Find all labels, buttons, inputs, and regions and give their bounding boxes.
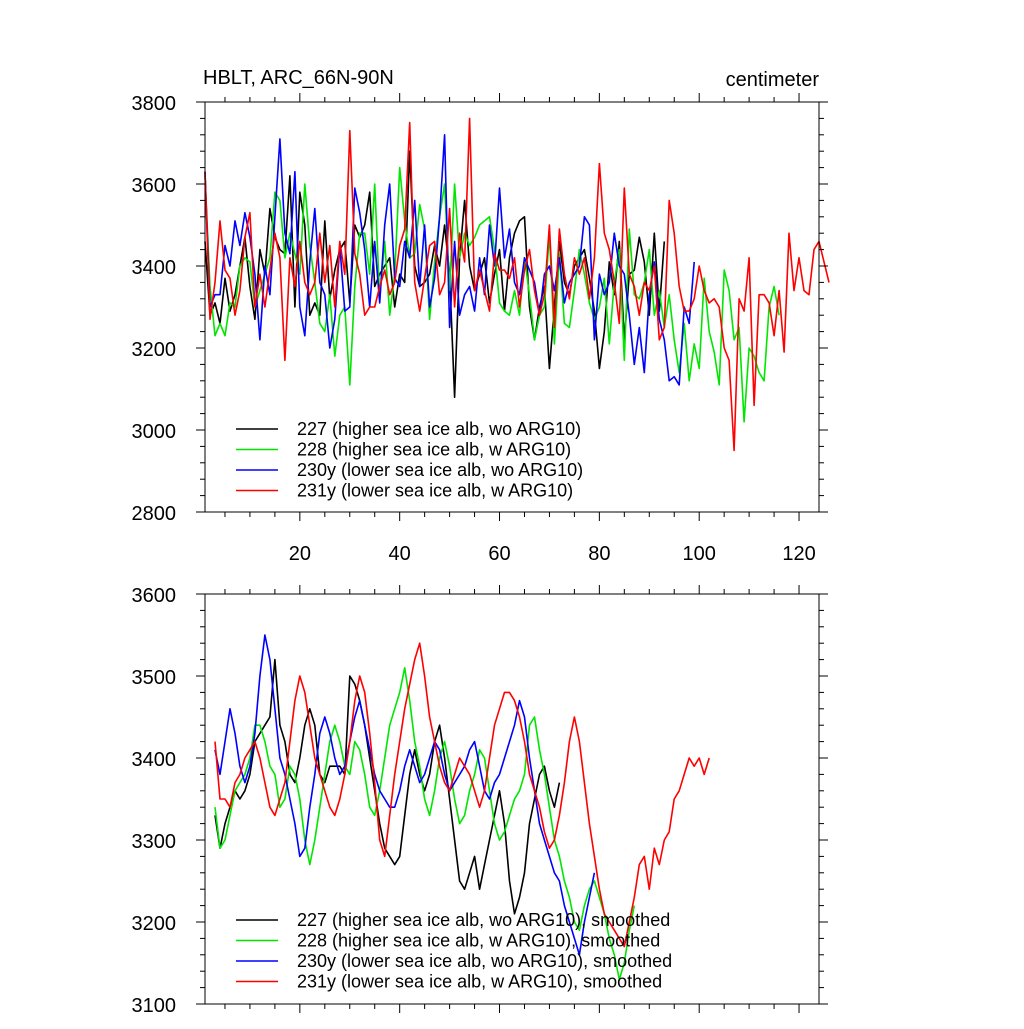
bottom-series-line-2: [214, 666, 636, 981]
top-legend: 227 (higher sea ice alb, wo ARG10)228 (h…: [236, 419, 583, 501]
top-xtick-label: 120: [782, 543, 815, 565]
top-legend-label-2: 228 (higher sea ice alb, w ARG10): [297, 440, 571, 460]
top-xtick-label: 20: [289, 543, 311, 565]
bottom-plot-frame: [204, 593, 820, 1005]
panel-top: HBLT, ARC_66N-90N centimeter 2800 3000 320…: [132, 67, 830, 565]
bottom-legend-label-2: 228 (higher sea ice alb, w ARG10), smoot…: [297, 931, 660, 951]
bottom-legend: 227 (higher sea ice alb, wo ARG10), smoo…: [236, 910, 672, 992]
bottom-ytick-label: 3300: [132, 831, 177, 853]
top-series-layer: [204, 117, 830, 452]
bottom-axes-layer: 3100 3200 3300 3400 3500 3600: [132, 585, 828, 1017]
top-xtick-label: 100: [683, 543, 716, 565]
top-legend-label-1: 227 (higher sea ice alb, wo ARG10): [297, 419, 581, 439]
top-ytick-label: 3200: [132, 339, 177, 361]
bottom-ytick-label: 3600: [132, 585, 177, 607]
top-axes-layer: 2800 3000 3200 3400 3600 3800 20 40 60 80 100 120: [132, 93, 828, 565]
top-series-line-4: [204, 117, 830, 452]
chart-title-left: HBLT, ARC_66N-90N: [203, 67, 394, 89]
panel-bottom: 3100 3200 3300 3400 3500 3600 227 (higher sea…: [132, 585, 828, 1017]
top-xtick-label: 40: [389, 543, 411, 565]
top-xtick-label: 60: [488, 543, 510, 565]
top-ytick-label: 3600: [132, 175, 177, 197]
bottom-legend-label-3: 230y (lower sea ice alb, wo ARG10), smoo…: [297, 951, 672, 971]
bottom-ytick-label: 3100: [132, 995, 177, 1017]
top-legend-label-3: 230y (lower sea ice alb, wo ARG10): [297, 460, 583, 480]
bottom-legend-label-4: 231y (lower sea ice alb, w ARG10), smoot…: [297, 972, 662, 992]
top-ytick-label: 3000: [132, 421, 177, 443]
top-xtick-label: 80: [588, 543, 610, 565]
top-series-line-3: [204, 134, 695, 386]
top-ytick-label: 3400: [132, 257, 177, 279]
bottom-ytick-label: 3400: [132, 749, 177, 771]
bottom-ytick-label: 3500: [132, 667, 177, 689]
top-ytick-label: 3800: [132, 93, 177, 115]
bottom-series-line-3: [214, 634, 596, 956]
bottom-ytick-label: 3200: [132, 913, 177, 935]
chart-title-units: centimeter: [726, 69, 820, 91]
bottom-legend-label-1: 227 (higher sea ice alb, wo ARG10), smoo…: [297, 910, 670, 930]
top-plot-frame: [204, 101, 820, 513]
bottom-series-layer: [214, 634, 710, 981]
bottom-series-line-4: [214, 642, 710, 948]
top-ytick-label: 2800: [132, 503, 177, 525]
top-legend-label-4: 231y (lower sea ice alb, w ARG10): [297, 481, 573, 501]
